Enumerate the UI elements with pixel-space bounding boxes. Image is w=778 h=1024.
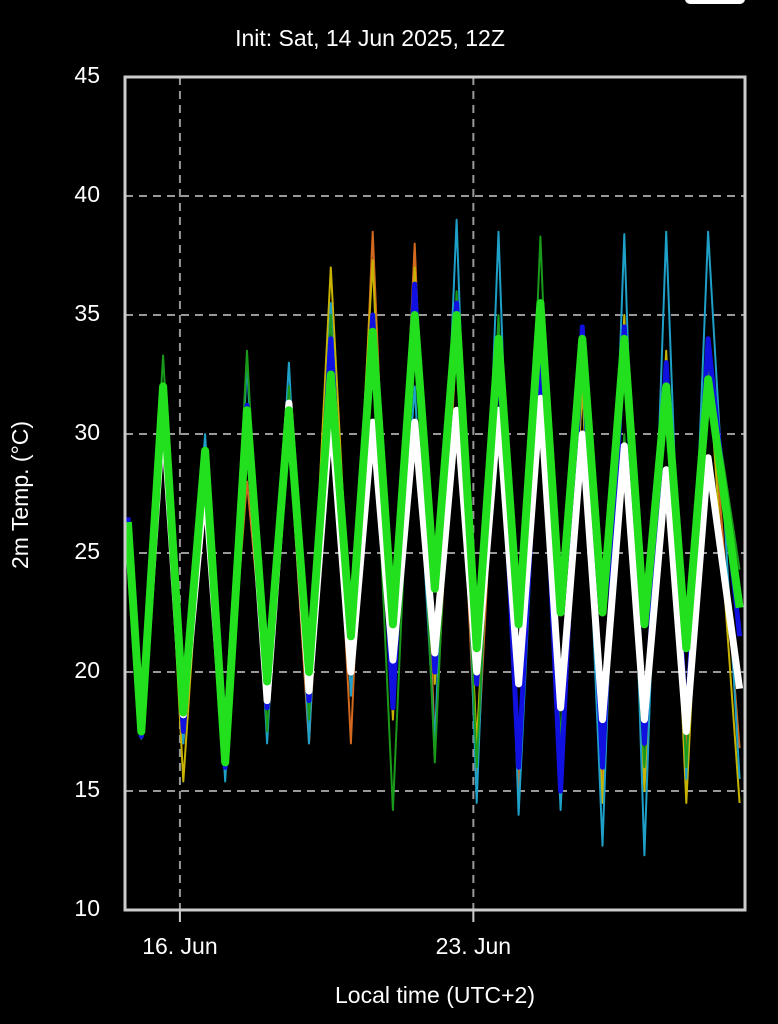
y-tick-label: 20 — [74, 657, 100, 683]
plot-area: 10 15 20 25 30 35 40 45 16. Jun 23. Jun — [74, 62, 747, 959]
y-tick-label: 25 — [74, 538, 100, 564]
ensemble-line — [125, 299, 744, 767]
y-tick-label: 45 — [74, 62, 100, 88]
y-tick-label: 15 — [74, 776, 100, 802]
menu-button[interactable] — [685, 0, 745, 4]
y-axis-label: 2m Temp. (°C) — [7, 421, 33, 569]
plot-frame — [123, 75, 747, 912]
y-tick-label: 35 — [74, 300, 100, 326]
chart-title: Init: Sat, 14 Jun 2025, 12Z — [235, 25, 505, 51]
y-tick-label: 10 — [74, 895, 100, 921]
x-axis-label: Local time (UTC+2) — [335, 982, 535, 1008]
y-tick-label: 40 — [74, 181, 100, 207]
x-tick-label: 23. Jun — [436, 933, 511, 959]
y-tick-label: 30 — [74, 419, 100, 445]
x-tick-label: 16. Jun — [142, 933, 217, 959]
series-group — [125, 218, 744, 857]
